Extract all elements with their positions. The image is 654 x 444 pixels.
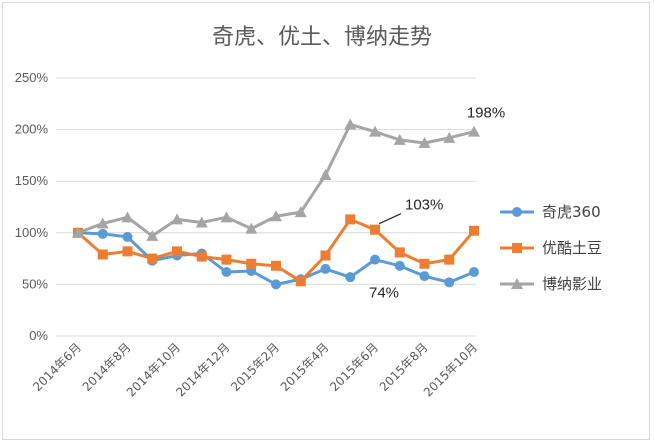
legend-marker [512, 207, 522, 217]
data-point [122, 231, 133, 242]
data-point [418, 137, 431, 149]
y-tick-label: 200% [15, 122, 49, 137]
data-point [469, 225, 479, 236]
series-group [72, 118, 480, 290]
data-point [220, 211, 233, 223]
data-point [221, 267, 232, 278]
data-point [393, 133, 406, 145]
data-point [295, 276, 306, 287]
y-tick-label: 100% [15, 225, 49, 240]
data-point [147, 253, 158, 264]
x-tick-label: 2015年8月 [377, 340, 431, 394]
data-point [97, 228, 108, 239]
x-tick-label: 2014年12月 [173, 340, 232, 399]
data-point [394, 247, 405, 258]
data-point [320, 250, 331, 261]
data-point [394, 260, 405, 271]
legend-label: 优酷土豆 [542, 239, 602, 257]
legend-marker [512, 243, 522, 253]
data-point [146, 229, 159, 241]
data-point [72, 226, 84, 238]
data-point [345, 214, 356, 225]
data-point [294, 206, 307, 218]
data-point [172, 246, 182, 257]
data-point [97, 249, 108, 260]
data-point [270, 210, 282, 222]
data-point [344, 118, 357, 130]
data-point [221, 254, 232, 265]
data-point [419, 271, 430, 282]
data-point [444, 277, 455, 288]
data-point [320, 263, 331, 274]
data-point [468, 125, 480, 137]
legend-label: 奇虎360 [542, 203, 601, 221]
data-point [96, 217, 109, 229]
data-point [444, 254, 455, 265]
y-tick-label: 150% [15, 173, 49, 188]
chart-title: 奇虎、优土、博纳走势 [212, 25, 432, 50]
x-axis-ticks: 2014年6月2014年8月2014年10月2014年12月2015年2月201… [30, 340, 480, 399]
data-point [419, 258, 430, 269]
data-point [370, 224, 380, 235]
data-point [319, 169, 332, 181]
data-point [271, 260, 281, 271]
legend-label: 博纳影业 [542, 275, 602, 293]
data-label: 198% [467, 105, 505, 122]
data-point [245, 222, 258, 234]
y-tick-label: 50% [22, 276, 48, 291]
data-point [469, 267, 479, 278]
x-tick-label: 2015年6月 [327, 340, 381, 394]
x-tick-label: 2015年4月 [278, 340, 332, 394]
annotation-leader [378, 213, 402, 225]
x-tick-label: 2014年8月 [80, 340, 134, 394]
legend-marker [511, 278, 523, 289]
data-point [195, 216, 208, 228]
annotations: 198% 103% 74% [369, 105, 505, 302]
y-tick-label: 250% [15, 70, 49, 85]
data-point [196, 251, 207, 262]
data-point [171, 213, 183, 225]
x-tick-label: 2015年2月 [228, 340, 282, 394]
data-point [443, 131, 456, 143]
data-point [369, 125, 381, 137]
data-point [122, 246, 133, 257]
x-tick-label: 2014年6月 [30, 340, 84, 394]
data-point [370, 254, 380, 265]
y-axis-ticks: 0% 50% 100% 150% 200% 250% [15, 70, 49, 343]
y-tick-label: 0% [29, 328, 48, 343]
data-point [121, 211, 134, 223]
data-label: 103% [405, 197, 443, 214]
data-point [271, 279, 281, 290]
data-point [345, 272, 356, 283]
data-point [246, 258, 257, 269]
x-tick-label: 2015年10月 [421, 340, 480, 399]
data-label: 74% [369, 285, 399, 302]
